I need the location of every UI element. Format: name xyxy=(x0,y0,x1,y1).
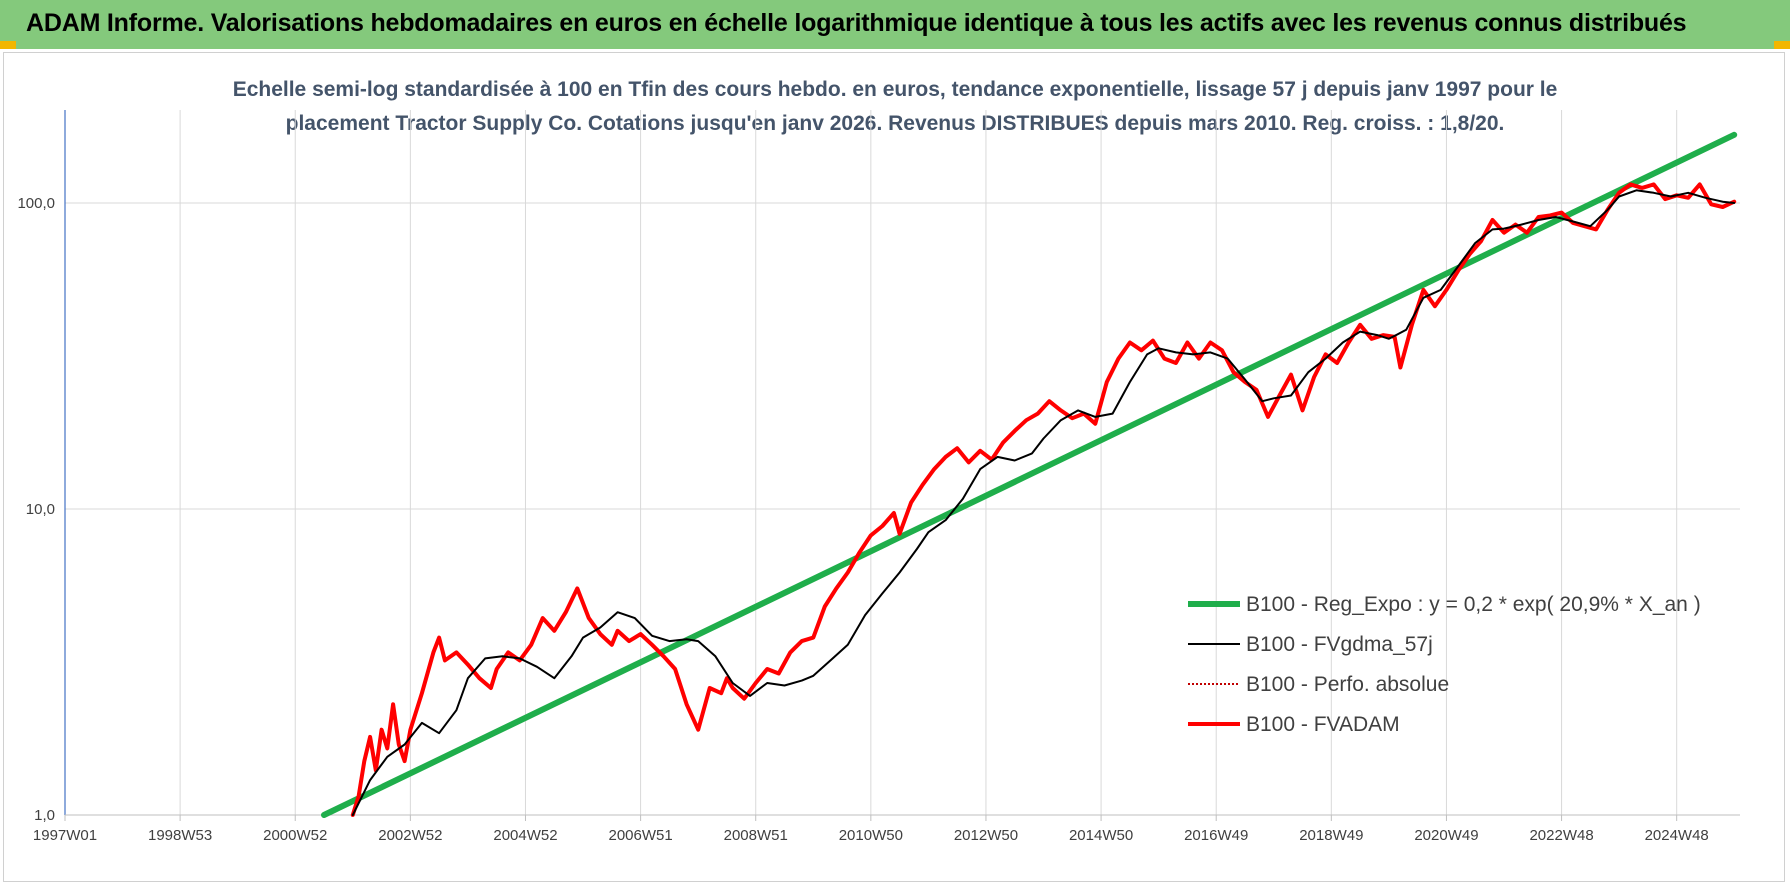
legend-label: B100 - Reg_Expo : y = 0,2 * exp( 20,9% *… xyxy=(1246,593,1701,616)
page-title: ADAM Informe. Valorisations hebdomadaire… xyxy=(26,9,1687,37)
x-tick-label: 2000W52 xyxy=(263,827,327,844)
grid xyxy=(64,110,1740,816)
axes: 1,0 10,0 100,0 1997W01 1998W53 2000W52 2002W52… xyxy=(17,110,1740,844)
legend-label: B100 - FVgdma_57j xyxy=(1246,633,1433,656)
header-bar: ADAM Informe. Valorisations hebdomadaire… xyxy=(0,0,1790,49)
x-tick-label: 2020W49 xyxy=(1414,827,1478,844)
y-tick-label: 10,0 xyxy=(26,501,55,518)
chart-subtitle-line-1: Echelle semi-log standardisée à 100 en T… xyxy=(233,78,1558,101)
chart-subtitle-line-2: placement Tractor Supply Co. Cotations j… xyxy=(286,112,1505,135)
x-tick-label: 2024W48 xyxy=(1645,827,1709,844)
x-tick-label: 2014W50 xyxy=(1069,827,1133,844)
corner-marker-left xyxy=(0,41,16,49)
legend-label: B100 - Perfo. absolue xyxy=(1246,673,1449,696)
corner-marker-right xyxy=(1774,41,1790,49)
x-tick-label: 2008W51 xyxy=(724,827,788,844)
x-tick-label: 2006W51 xyxy=(608,827,672,844)
x-tick-label: 2016W49 xyxy=(1184,827,1248,844)
x-tick-label: 1998W53 xyxy=(148,827,212,844)
x-tick-label: 2018W49 xyxy=(1299,827,1363,844)
series xyxy=(321,131,1738,818)
x-tick-label: 1997W01 xyxy=(33,827,97,844)
x-tick-label: 2022W48 xyxy=(1529,827,1593,844)
x-tick-label: 2012W50 xyxy=(954,827,1018,844)
series-line-reg xyxy=(321,131,1738,818)
y-tick-label: 100,0 xyxy=(17,195,55,212)
x-tick-label: 2002W52 xyxy=(378,827,442,844)
y-tick-label: 1,0 xyxy=(34,807,55,824)
x-tick-label: 2004W52 xyxy=(493,827,557,844)
series-line-main xyxy=(350,182,1737,817)
legend: B100 - Reg_Expo : y = 0,2 * exp( 20,9% *… xyxy=(1188,593,1701,736)
legend-label: B100 - FVADAM xyxy=(1246,713,1400,736)
series-line-smooth xyxy=(351,189,1736,816)
chart-frame xyxy=(3,52,1785,882)
x-tick-label: 2010W50 xyxy=(839,827,903,844)
